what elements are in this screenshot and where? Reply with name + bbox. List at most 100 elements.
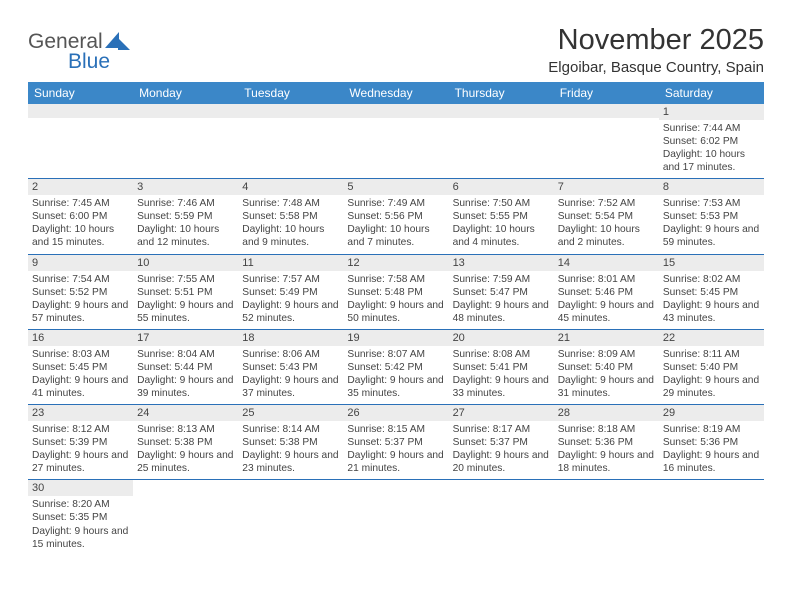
daylight-text: Daylight: 10 hours and 15 minutes. bbox=[32, 223, 129, 249]
weekday-header: Saturday bbox=[659, 82, 764, 104]
calendar-day-cell: 12Sunrise: 7:58 AMSunset: 5:48 PMDayligh… bbox=[343, 254, 448, 329]
calendar-day-cell: 24Sunrise: 8:13 AMSunset: 5:38 PMDayligh… bbox=[133, 405, 238, 480]
calendar-day-cell: 2Sunrise: 7:45 AMSunset: 6:00 PMDaylight… bbox=[28, 179, 133, 254]
sunset-text: Sunset: 5:40 PM bbox=[558, 361, 655, 374]
calendar-empty-cell bbox=[28, 104, 133, 179]
calendar-day-cell: 13Sunrise: 7:59 AMSunset: 5:47 PMDayligh… bbox=[449, 254, 554, 329]
day-number: 28 bbox=[558, 407, 570, 419]
sunset-text: Sunset: 5:52 PM bbox=[32, 286, 129, 299]
sunrise-text: Sunrise: 7:52 AM bbox=[558, 197, 655, 210]
calendar-day-cell: 16Sunrise: 8:03 AMSunset: 5:45 PMDayligh… bbox=[28, 329, 133, 404]
sunset-text: Sunset: 5:37 PM bbox=[347, 436, 444, 449]
calendar-empty-cell bbox=[659, 480, 764, 555]
sunset-text: Sunset: 5:42 PM bbox=[347, 361, 444, 374]
day-number: 12 bbox=[347, 257, 359, 269]
calendar-week-row: 30Sunrise: 8:20 AMSunset: 5:35 PMDayligh… bbox=[28, 480, 764, 555]
sunset-text: Sunset: 5:45 PM bbox=[32, 361, 129, 374]
calendar-empty-cell bbox=[343, 480, 448, 555]
weekday-header: Wednesday bbox=[343, 82, 448, 104]
day-number: 3 bbox=[137, 181, 143, 193]
daylight-text: Daylight: 9 hours and 57 minutes. bbox=[32, 299, 129, 325]
sunset-text: Sunset: 5:36 PM bbox=[663, 436, 760, 449]
daylight-text: Daylight: 10 hours and 2 minutes. bbox=[558, 223, 655, 249]
calendar-empty-cell bbox=[449, 480, 554, 555]
daylight-text: Daylight: 9 hours and 33 minutes. bbox=[453, 374, 550, 400]
day-number: 18 bbox=[242, 332, 254, 344]
daylight-text: Daylight: 9 hours and 37 minutes. bbox=[242, 374, 339, 400]
day-number: 29 bbox=[663, 407, 675, 419]
day-number: 5 bbox=[347, 181, 353, 193]
calendar-day-cell: 10Sunrise: 7:55 AMSunset: 5:51 PMDayligh… bbox=[133, 254, 238, 329]
calendar-day-cell: 1Sunrise: 7:44 AMSunset: 6:02 PMDaylight… bbox=[659, 104, 764, 179]
calendar-day-cell: 15Sunrise: 8:02 AMSunset: 5:45 PMDayligh… bbox=[659, 254, 764, 329]
calendar-day-cell: 25Sunrise: 8:14 AMSunset: 5:38 PMDayligh… bbox=[238, 405, 343, 480]
calendar-week-row: 23Sunrise: 8:12 AMSunset: 5:39 PMDayligh… bbox=[28, 405, 764, 480]
daylight-text: Daylight: 9 hours and 15 minutes. bbox=[32, 525, 129, 551]
day-number: 20 bbox=[453, 332, 465, 344]
sunrise-text: Sunrise: 8:03 AM bbox=[32, 348, 129, 361]
daylight-text: Daylight: 9 hours and 41 minutes. bbox=[32, 374, 129, 400]
weekday-header: Sunday bbox=[28, 82, 133, 104]
logo-text-blue: Blue bbox=[68, 50, 110, 74]
daylight-text: Daylight: 9 hours and 18 minutes. bbox=[558, 449, 655, 475]
calendar-day-cell: 29 Sunrise: 8:19 AMSunset: 5:36 PMDayligh… bbox=[659, 405, 764, 480]
calendar-day-cell: 27Sunrise: 8:17 AMSunset: 5:37 PMDayligh… bbox=[449, 405, 554, 480]
calendar-day-cell: 9Sunrise: 7:54 AMSunset: 5:52 PMDaylight… bbox=[28, 254, 133, 329]
weekday-header: Monday bbox=[133, 82, 238, 104]
sunrise-text: Sunrise: 7:50 AM bbox=[453, 197, 550, 210]
calendar-table: SundayMondayTuesdayWednesdayThursdayFrid… bbox=[28, 82, 764, 555]
sunrise-text: Sunrise: 7:45 AM bbox=[32, 197, 129, 210]
calendar-week-row: 2Sunrise: 7:45 AMSunset: 6:00 PMDaylight… bbox=[28, 179, 764, 254]
sunset-text: Sunset: 5:44 PM bbox=[137, 361, 234, 374]
sunset-text: Sunset: 5:45 PM bbox=[663, 286, 760, 299]
calendar-day-cell: 3 Sunrise: 7:46 AMSunset: 5:59 PMDaylight… bbox=[133, 179, 238, 254]
sunrise-text: Sunrise: 8:18 AM bbox=[558, 423, 655, 436]
calendar-day-cell: 23Sunrise: 8:12 AMSunset: 5:39 PMDayligh… bbox=[28, 405, 133, 480]
day-number: 25 bbox=[242, 407, 254, 419]
sunrise-text: Sunrise: 8:19 AM bbox=[663, 423, 760, 436]
sunrise-text: Sunrise: 7:59 AM bbox=[453, 273, 550, 286]
calendar-empty-cell bbox=[343, 104, 448, 179]
sunrise-text: Sunrise: 8:15 AM bbox=[347, 423, 444, 436]
sunset-text: Sunset: 5:54 PM bbox=[558, 210, 655, 223]
calendar-week-row: 16Sunrise: 8:03 AMSunset: 5:45 PMDayligh… bbox=[28, 329, 764, 404]
day-number: 10 bbox=[137, 257, 149, 269]
day-number: 7 bbox=[558, 181, 564, 193]
month-title: November 2025 bbox=[548, 24, 764, 57]
daylight-text: Daylight: 10 hours and 12 minutes. bbox=[137, 223, 234, 249]
sunrise-text: Sunrise: 7:48 AM bbox=[242, 197, 339, 210]
calendar-day-cell: 14Sunrise: 8:01 AMSunset: 5:46 PMDayligh… bbox=[554, 254, 659, 329]
sunrise-text: Sunrise: 7:55 AM bbox=[137, 273, 234, 286]
sunset-text: Sunset: 5:49 PM bbox=[242, 286, 339, 299]
sunrise-text: Sunrise: 8:09 AM bbox=[558, 348, 655, 361]
calendar-body: 1Sunrise: 7:44 AMSunset: 6:02 PMDaylight… bbox=[28, 104, 764, 555]
calendar-day-cell: 26Sunrise: 8:15 AMSunset: 5:37 PMDayligh… bbox=[343, 405, 448, 480]
sunset-text: Sunset: 5:36 PM bbox=[558, 436, 655, 449]
daylight-text: Daylight: 9 hours and 45 minutes. bbox=[558, 299, 655, 325]
page-header: General Blue November 2025 Elgoibar, Bas… bbox=[28, 24, 764, 76]
daylight-text: Daylight: 9 hours and 16 minutes. bbox=[663, 449, 760, 475]
logo-sail-icon bbox=[105, 32, 119, 48]
day-number: 21 bbox=[558, 332, 570, 344]
day-number: 8 bbox=[663, 181, 669, 193]
sunset-text: Sunset: 5:37 PM bbox=[453, 436, 550, 449]
calendar-day-cell: 11Sunrise: 7:57 AMSunset: 5:49 PMDayligh… bbox=[238, 254, 343, 329]
calendar-empty-cell bbox=[238, 480, 343, 555]
calendar-day-cell: 22Sunrise: 8:11 AMSunset: 5:40 PMDayligh… bbox=[659, 329, 764, 404]
daylight-text: Daylight: 9 hours and 20 minutes. bbox=[453, 449, 550, 475]
daylight-text: Daylight: 9 hours and 23 minutes. bbox=[242, 449, 339, 475]
sunrise-text: Sunrise: 7:44 AM bbox=[663, 122, 760, 135]
title-block: November 2025 Elgoibar, Basque Country, … bbox=[548, 24, 764, 76]
weekday-header: Tuesday bbox=[238, 82, 343, 104]
sunrise-text: Sunrise: 7:46 AM bbox=[137, 197, 234, 210]
sunset-text: Sunset: 5:39 PM bbox=[32, 436, 129, 449]
sunset-text: Sunset: 5:59 PM bbox=[137, 210, 234, 223]
sunset-text: Sunset: 5:35 PM bbox=[32, 511, 129, 524]
sunrise-text: Sunrise: 7:57 AM bbox=[242, 273, 339, 286]
logo-sail-icon bbox=[118, 38, 130, 50]
calendar-day-cell: 19Sunrise: 8:07 AMSunset: 5:42 PMDayligh… bbox=[343, 329, 448, 404]
sunrise-text: Sunrise: 7:58 AM bbox=[347, 273, 444, 286]
sunrise-text: Sunrise: 8:11 AM bbox=[663, 348, 760, 361]
daylight-text: Daylight: 9 hours and 43 minutes. bbox=[663, 299, 760, 325]
weekday-header: Thursday bbox=[449, 82, 554, 104]
